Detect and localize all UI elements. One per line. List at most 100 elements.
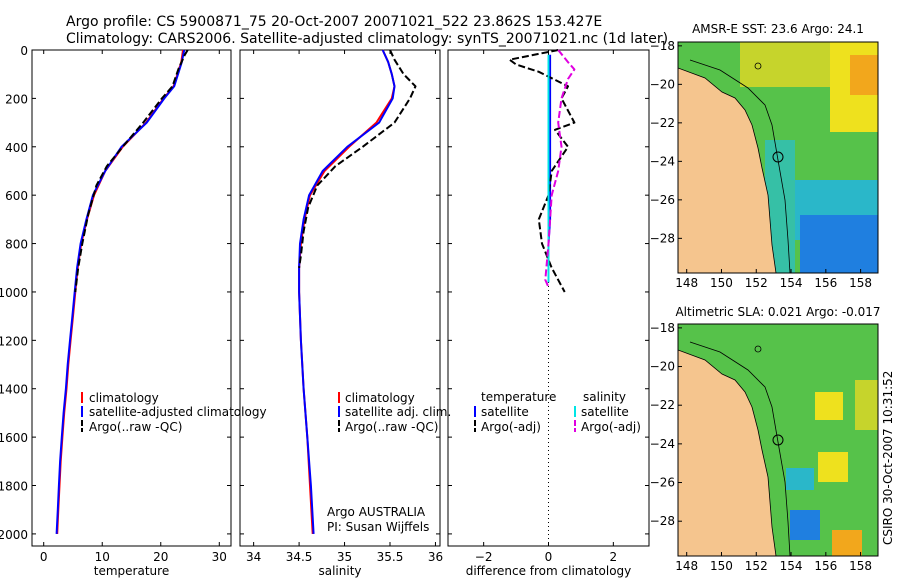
x-tick-label: 0 xyxy=(545,550,553,564)
sla-orange-patch xyxy=(832,530,862,556)
map-y-tick-label: −28 xyxy=(650,514,675,528)
x-tick-label: 20 xyxy=(153,550,168,564)
sst-argo-marker xyxy=(772,151,784,163)
sst-shelf-contour xyxy=(689,59,791,273)
map-y-tick-label: −22 xyxy=(650,116,675,130)
series-line-argo-raw-qc xyxy=(298,49,417,268)
sla-yellow-patch xyxy=(815,392,843,420)
y-tick-label: 2000 xyxy=(0,528,28,542)
y-tick-label: 800 xyxy=(5,238,28,252)
sla-map-frame xyxy=(677,323,879,557)
y-tick-label: 1000 xyxy=(0,286,28,300)
legend-label-sal-argo: Argo(-adj) xyxy=(581,420,641,434)
x-tick-label: 34 xyxy=(246,550,261,564)
map-x-tick-label: 152 xyxy=(745,276,768,290)
sst-map xyxy=(678,42,878,273)
sla-yellow-patch-south xyxy=(818,452,848,482)
sst-contour-ring xyxy=(754,62,762,70)
series-line-salinity-argo-adj xyxy=(544,49,576,288)
salinity-panel: 34 34.5 35 35.5 36 salinity xyxy=(239,49,443,578)
sla-blue-patch xyxy=(790,510,820,540)
temperature-x-axis-label: temperature xyxy=(94,564,169,578)
map-x-tick-label: 148 xyxy=(675,276,698,290)
salinity-legend: climatology satellite adj. clim. Argo(..… xyxy=(327,391,451,534)
map-x-tick-label: 150 xyxy=(710,276,733,290)
map-x-tick-label: 156 xyxy=(814,559,837,573)
sla-map-title: Altimetric SLA: 0.021 Argo: -0.017 xyxy=(675,305,880,319)
header-line-2: Climatology: CARS2006. Satellite-adjuste… xyxy=(66,31,668,47)
map-y-tick-label: −22 xyxy=(650,398,675,412)
legend-label-climatology: climatology xyxy=(89,391,159,405)
x-tick-label: 10 xyxy=(95,550,110,564)
annotation-pi: PI: Susan Wijffels xyxy=(327,520,429,534)
map-x-tick-label: 154 xyxy=(780,559,803,573)
map-x-tick-label: 158 xyxy=(849,276,872,290)
map-x-tick-label: 156 xyxy=(814,276,837,290)
y-tick-label: 1800 xyxy=(0,480,28,494)
salinity-x-axis-label: salinity xyxy=(318,564,361,578)
sst-map-title: AMSR-E SST: 23.6 Argo: 24.1 xyxy=(692,22,864,36)
legend-label-satellite: satellite adj. clim. xyxy=(345,405,451,419)
legend-label-climatology: climatology xyxy=(345,391,415,405)
sla-map-ticks: 148 150 152 154 156 158 −18 −20 −22 −24 −26 −28 xyxy=(650,321,872,573)
legend-label-argo: Argo(..raw -QC) xyxy=(345,420,438,434)
legend-label-argo: Argo(..raw -QC) xyxy=(89,420,182,434)
map-y-tick-label: −26 xyxy=(650,193,675,207)
difference-x-axis-label: difference from climatology xyxy=(466,564,632,578)
sst-blue-patch xyxy=(800,215,878,273)
sla-land xyxy=(678,349,777,556)
legend-label-satellite: satellite-adjusted climatology xyxy=(89,405,267,419)
header-line-1: Argo profile: CS 5900871_75 20-Oct-2007 … xyxy=(66,14,602,30)
map-x-tick-label: 150 xyxy=(710,559,733,573)
sla-cyan-patch xyxy=(786,468,814,490)
sst-orange-patch xyxy=(850,55,878,95)
y-tick-label: 200 xyxy=(5,92,28,106)
map-x-tick-label: 152 xyxy=(745,559,768,573)
x-tick-label: 2 xyxy=(610,550,618,564)
legend-label-temp-satellite: satellite xyxy=(481,405,529,419)
temperature-axes-frame xyxy=(31,49,232,547)
series-line-argo-raw-qc xyxy=(74,49,189,293)
sst-map-frame xyxy=(677,41,879,274)
y-tick-label: 1400 xyxy=(0,383,28,397)
map-y-tick-label: −20 xyxy=(650,360,675,374)
map-y-tick-label: −28 xyxy=(650,231,675,245)
map-x-tick-label: 148 xyxy=(675,559,698,573)
salinity-axes-frame xyxy=(239,49,441,547)
map-y-tick-label: −26 xyxy=(650,476,675,490)
map-x-tick-label: 154 xyxy=(780,276,803,290)
x-tick-label: 35.5 xyxy=(377,550,404,564)
legend-label-sal-satellite: satellite xyxy=(581,405,629,419)
temperature-legend: climatology satellite-adjusted climatolo… xyxy=(81,391,267,434)
map-y-tick-label: −18 xyxy=(650,39,675,53)
y-tick-label: 0 xyxy=(20,44,28,58)
sla-yellow-strip xyxy=(855,380,878,430)
sla-contour-ring xyxy=(754,345,762,353)
legend-title-salinity: salinity xyxy=(583,390,626,404)
credit-stamp: CSIRO 30-Oct-2007 10:31:52 xyxy=(881,371,895,545)
map-y-tick-label: −24 xyxy=(650,437,675,451)
sla-shelf-contour xyxy=(689,341,791,556)
sst-map-ticks: 148 150 152 154 156 158 −18 −20 −22 −24 −26 −28 xyxy=(650,39,872,290)
map-y-tick-label: −18 xyxy=(650,321,675,335)
sst-land xyxy=(678,67,777,273)
y-tick-label: 1200 xyxy=(0,334,28,348)
temperature-panel: 0 200 400 600 800 1000 1200 1400 1600 1800 2000 0 10… xyxy=(0,44,232,578)
y-tick-label: 600 xyxy=(5,189,28,203)
annotation-argo-australia: Argo AUSTRALIA xyxy=(327,505,426,519)
legend-title-temperature: temperature xyxy=(481,390,556,404)
difference-legend: temperature salinity satellite Argo(-adj… xyxy=(474,390,641,434)
series-line-temperature-argo-adj xyxy=(508,49,576,293)
sla-argo-marker xyxy=(772,434,784,446)
x-tick-label: 0 xyxy=(40,550,48,564)
x-tick-label: 36 xyxy=(428,550,443,564)
legend-label-temp-argo: Argo(-adj) xyxy=(481,420,541,434)
x-tick-label: −2 xyxy=(475,550,493,564)
x-tick-label: 35 xyxy=(337,550,352,564)
map-y-tick-label: −20 xyxy=(650,77,675,91)
sla-map xyxy=(678,324,878,556)
map-y-tick-label: −24 xyxy=(650,154,675,168)
x-tick-label: 30 xyxy=(212,550,227,564)
